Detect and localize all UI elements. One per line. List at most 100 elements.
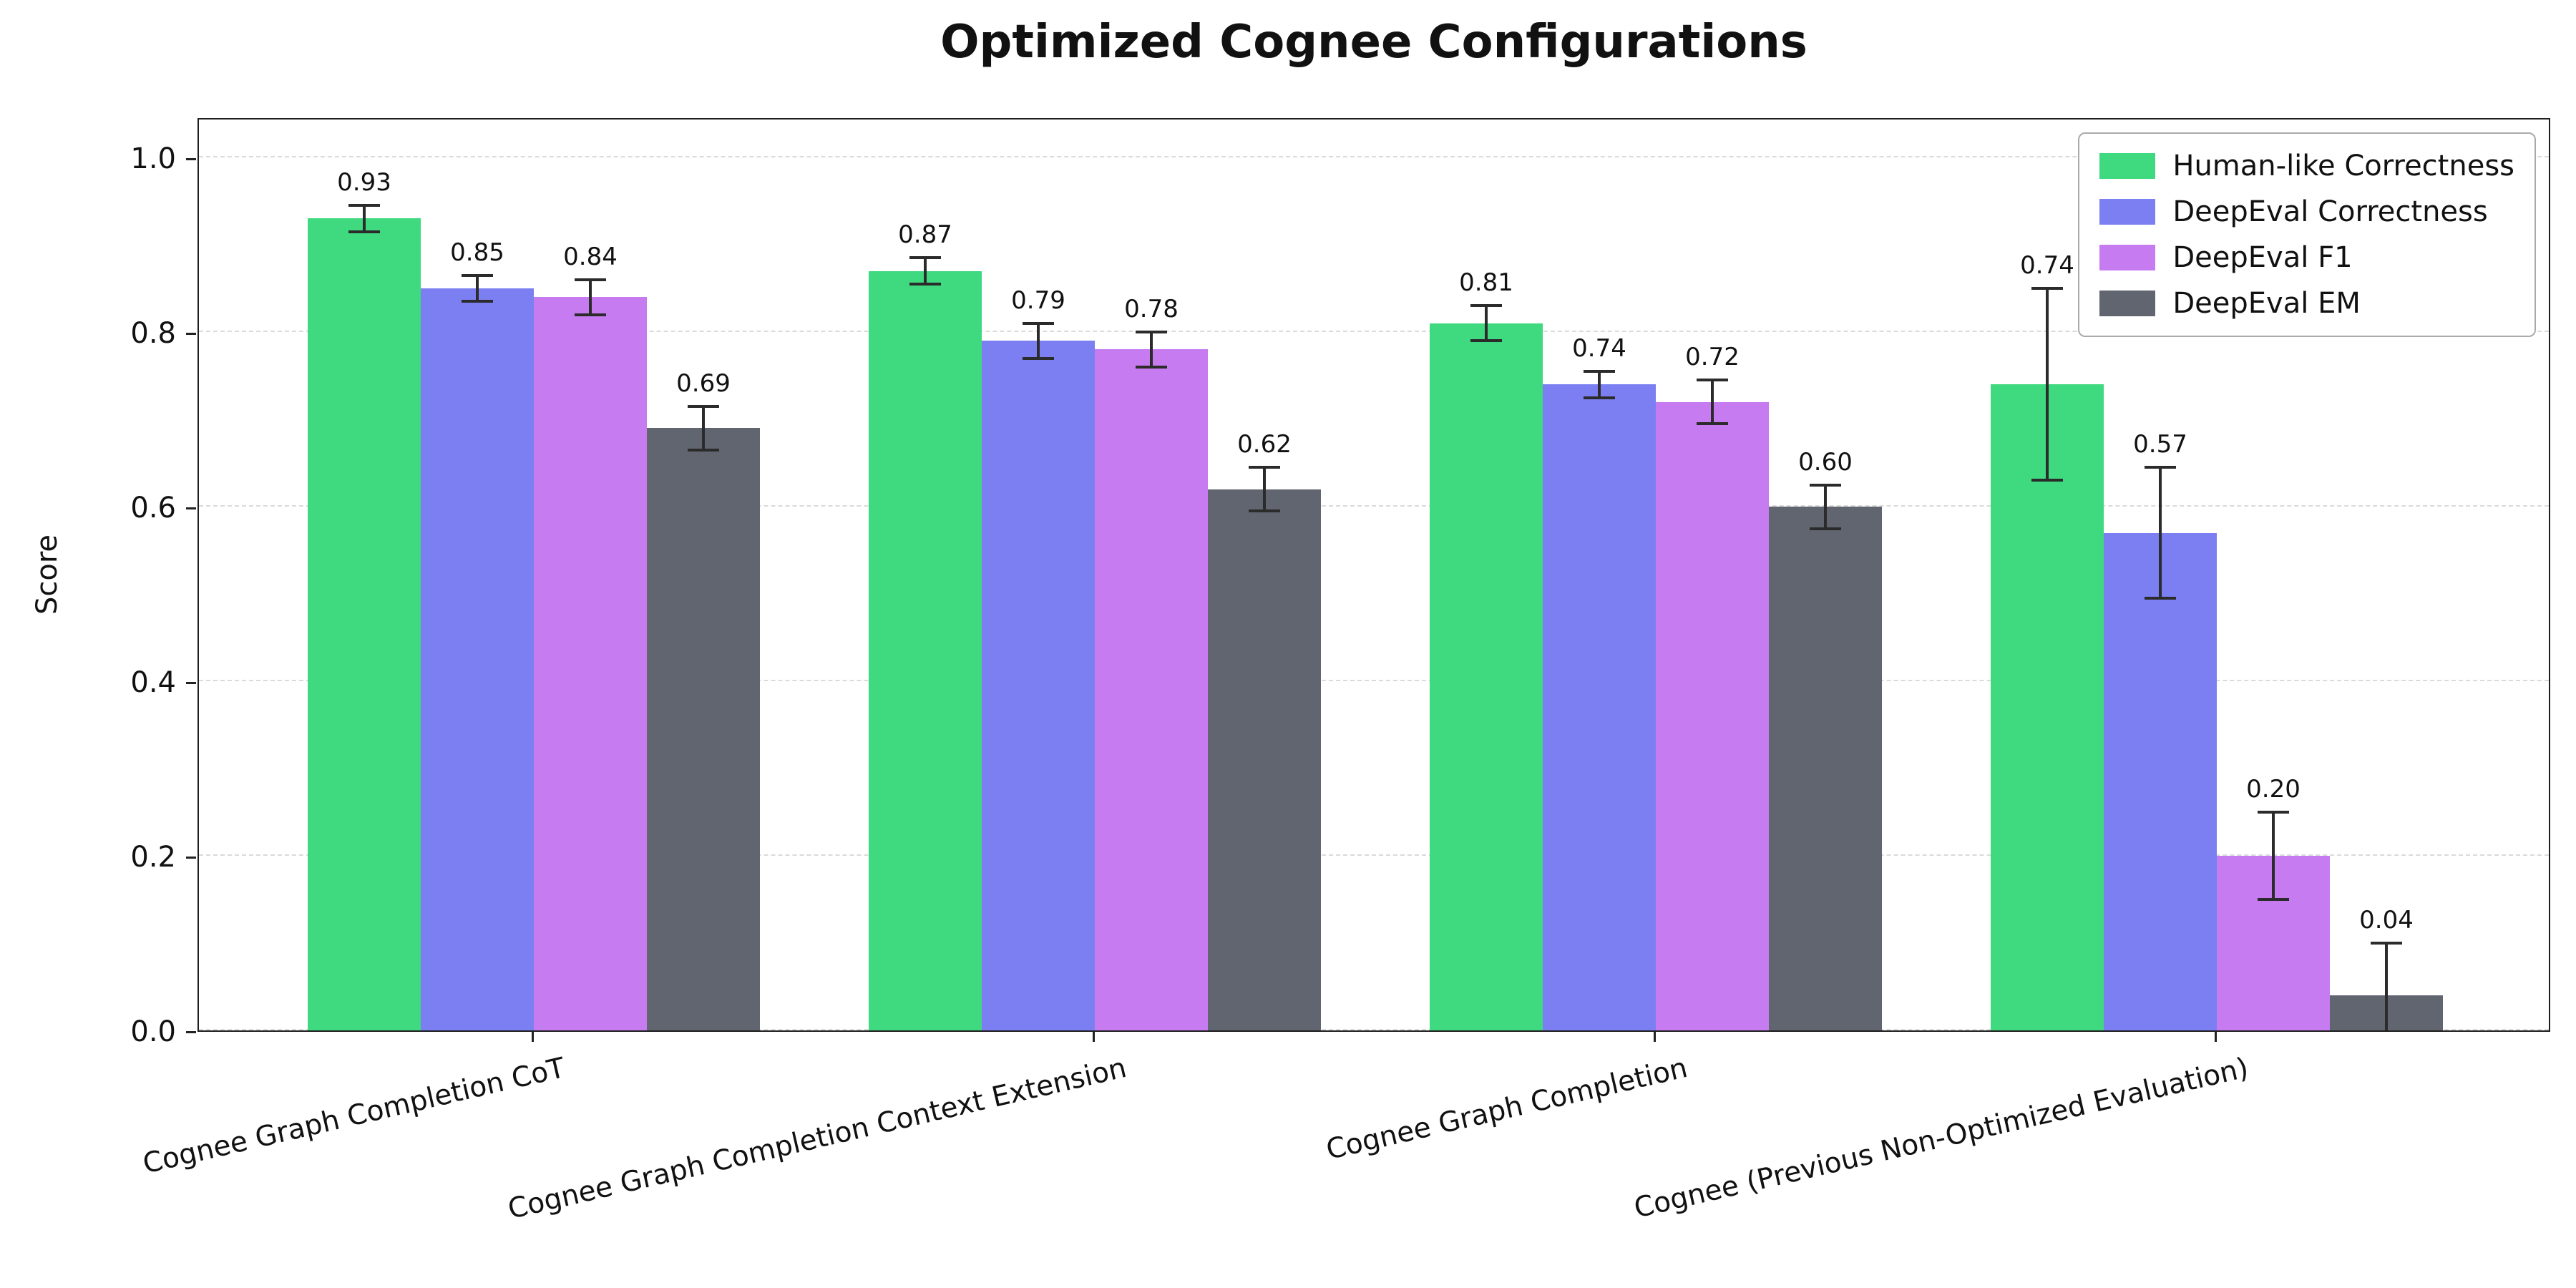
bar-value-label: 0.87 <box>898 220 952 250</box>
error-bar-cap <box>909 256 941 260</box>
bar <box>534 297 647 1030</box>
gridline <box>199 331 2549 332</box>
gridline <box>199 854 2549 856</box>
bar <box>1208 489 1321 1030</box>
y-tick-label: 0.2 <box>130 841 176 874</box>
error-bar-cap <box>688 404 719 408</box>
x-tick-mark <box>1092 1032 1095 1042</box>
legend-label: DeepEval EM <box>2172 287 2361 320</box>
y-tick-mark <box>186 332 196 335</box>
bar <box>869 270 982 1030</box>
error-bar <box>1485 306 1488 341</box>
y-tick-mark <box>186 681 196 684</box>
error-bar-cap <box>1697 379 1728 382</box>
legend-item: Human-like Correctness <box>2099 150 2514 182</box>
error-bar <box>1263 467 1266 512</box>
y-axis-ticks: 0.0 0.2 0.4 0.6 0.8 1.0 <box>0 118 197 1048</box>
y-tick-label: 0.4 <box>130 666 176 699</box>
bar-value-label: 0.81 <box>1459 268 1513 298</box>
bar-group: 0.87 0.79 0.78 0.62 <box>869 119 1321 1030</box>
error-bar-cap <box>1584 396 1615 399</box>
bar-slot: 0.79 <box>982 119 1095 1030</box>
bar-slot: 0.81 <box>1430 119 1543 1030</box>
error-bar-cap <box>1136 365 1167 369</box>
error-bar <box>1598 371 1601 398</box>
chart-title: Optimized Cognee Configurations <box>940 16 1807 69</box>
bar-slot: 0.93 <box>308 119 421 1030</box>
error-bar-cap <box>1470 304 1502 308</box>
x-tick-label: Cognee Graph Completion <box>1322 1052 1691 1167</box>
error-bar-cap <box>1249 509 1280 513</box>
error-bar <box>2046 288 2049 481</box>
error-bar <box>2159 467 2162 599</box>
error-bar-cap <box>575 278 606 281</box>
error-bar-cap <box>462 273 493 277</box>
error-bar-cap <box>348 204 380 208</box>
error-bar <box>2385 943 2388 1030</box>
legend-swatch <box>2099 245 2156 270</box>
bar <box>2104 532 2217 1030</box>
bar-value-label: 0.57 <box>2133 430 2187 459</box>
x-tick-label: Cognee (Previous Non-Optimized Evaluatio… <box>1631 1052 2252 1225</box>
bar-value-label: 0.04 <box>2359 906 2414 935</box>
error-bar-cap <box>575 313 606 316</box>
y-tick-mark <box>186 1030 196 1033</box>
gridline <box>199 680 2549 681</box>
x-tick-label: Cognee Graph Completion Context Extensio… <box>504 1052 1130 1226</box>
gridline <box>199 505 2549 507</box>
bar <box>421 288 534 1030</box>
gridline <box>199 1029 2549 1030</box>
y-tick-mark <box>186 507 196 509</box>
y-tick-label: 0.6 <box>130 492 176 525</box>
error-bar <box>1824 484 1827 529</box>
x-tick-label: Cognee Graph Completion CoT <box>140 1052 569 1181</box>
error-bar-cap <box>1023 321 1054 325</box>
bar-value-label: 0.20 <box>2246 775 2301 804</box>
error-bar-cap <box>2258 811 2289 814</box>
error-bar <box>589 279 592 315</box>
bar-slot: 0.85 <box>421 119 534 1030</box>
bar-value-label: 0.60 <box>1798 447 1853 477</box>
error-bar-cap <box>2031 287 2063 290</box>
error-bar-cap <box>688 448 719 452</box>
bar-value-label: 0.78 <box>1124 295 1179 323</box>
bar <box>1543 384 1656 1030</box>
bar <box>1430 323 1543 1030</box>
legend-label: Human-like Correctness <box>2172 150 2514 182</box>
bar-value-label: 0.79 <box>1011 286 1065 315</box>
y-tick-label: 0.8 <box>130 317 176 350</box>
bar-value-label: 0.74 <box>1572 333 1626 363</box>
error-bar-cap <box>1697 422 1728 426</box>
error-bar-cap <box>462 300 493 303</box>
x-axis-labels: Cognee Graph Completion CoT Cognee Graph … <box>140 1032 2550 1288</box>
error-bar-cap <box>1023 356 1054 360</box>
bar-slot: 0.72 <box>1656 119 1769 1030</box>
bar-slot: 0.87 <box>869 119 982 1030</box>
legend-item: DeepEval EM <box>2099 287 2514 320</box>
bar-slot: 0.20 <box>2217 119 2330 1030</box>
legend: Human-like Correctness DeepEval Correctne… <box>2078 132 2536 337</box>
x-tick-mark <box>531 1032 534 1042</box>
bar-slot: 0.74 <box>1991 119 2104 1030</box>
error-bar <box>1150 332 1153 367</box>
bar <box>647 428 760 1030</box>
bar-group: 0.81 0.74 0.72 0.60 <box>1430 119 1882 1030</box>
x-tick-mark <box>1653 1032 1656 1042</box>
gridline <box>199 156 2549 157</box>
legend-item: DeepEval F1 <box>2099 241 2514 274</box>
error-bar-cap <box>1810 527 1841 530</box>
y-tick-label: 1.0 <box>130 142 176 175</box>
error-bar <box>1711 380 1714 424</box>
legend-label: DeepEval Correctness <box>2172 195 2488 228</box>
y-tick-mark <box>186 157 196 160</box>
error-bar <box>2272 812 2275 899</box>
y-tick-mark <box>186 856 196 859</box>
error-bar-cap <box>2031 479 2063 482</box>
error-bar-cap <box>2145 466 2176 469</box>
error-bar-cap <box>348 230 380 233</box>
bar-value-label: 0.69 <box>676 369 731 398</box>
legend-item: DeepEval Correctness <box>2099 195 2514 228</box>
bar-slot: 0.74 <box>1543 119 1656 1030</box>
bar <box>308 218 421 1030</box>
bar-slot: 0.57 <box>2104 119 2217 1030</box>
